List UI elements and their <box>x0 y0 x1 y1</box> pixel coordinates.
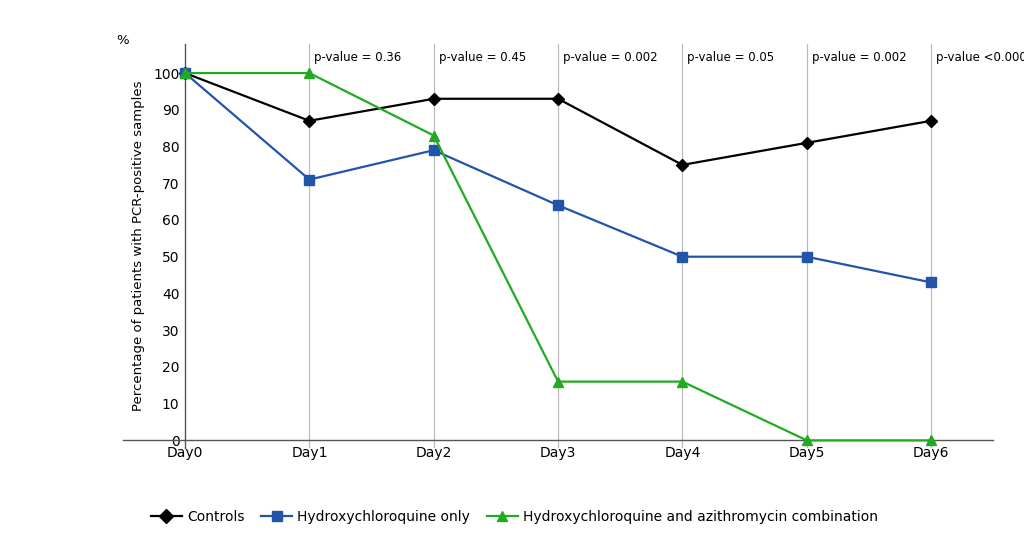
Text: p-value = 0.05: p-value = 0.05 <box>687 51 774 64</box>
Text: p-value <0.0001: p-value <0.0001 <box>936 51 1024 64</box>
Text: p-value = 0.002: p-value = 0.002 <box>563 51 657 64</box>
Y-axis label: Percentage of patients with PCR-positive samples: Percentage of patients with PCR-positive… <box>132 80 144 411</box>
Legend: Controls, Hydroxychloroquine only, Hydroxychloroquine and azithromycin combinati: Controls, Hydroxychloroquine only, Hydro… <box>145 505 884 530</box>
Text: %: % <box>117 34 129 48</box>
Text: p-value = 0.36: p-value = 0.36 <box>314 51 401 64</box>
Text: p-value = 0.45: p-value = 0.45 <box>438 51 526 64</box>
Text: p-value = 0.002: p-value = 0.002 <box>812 51 906 64</box>
